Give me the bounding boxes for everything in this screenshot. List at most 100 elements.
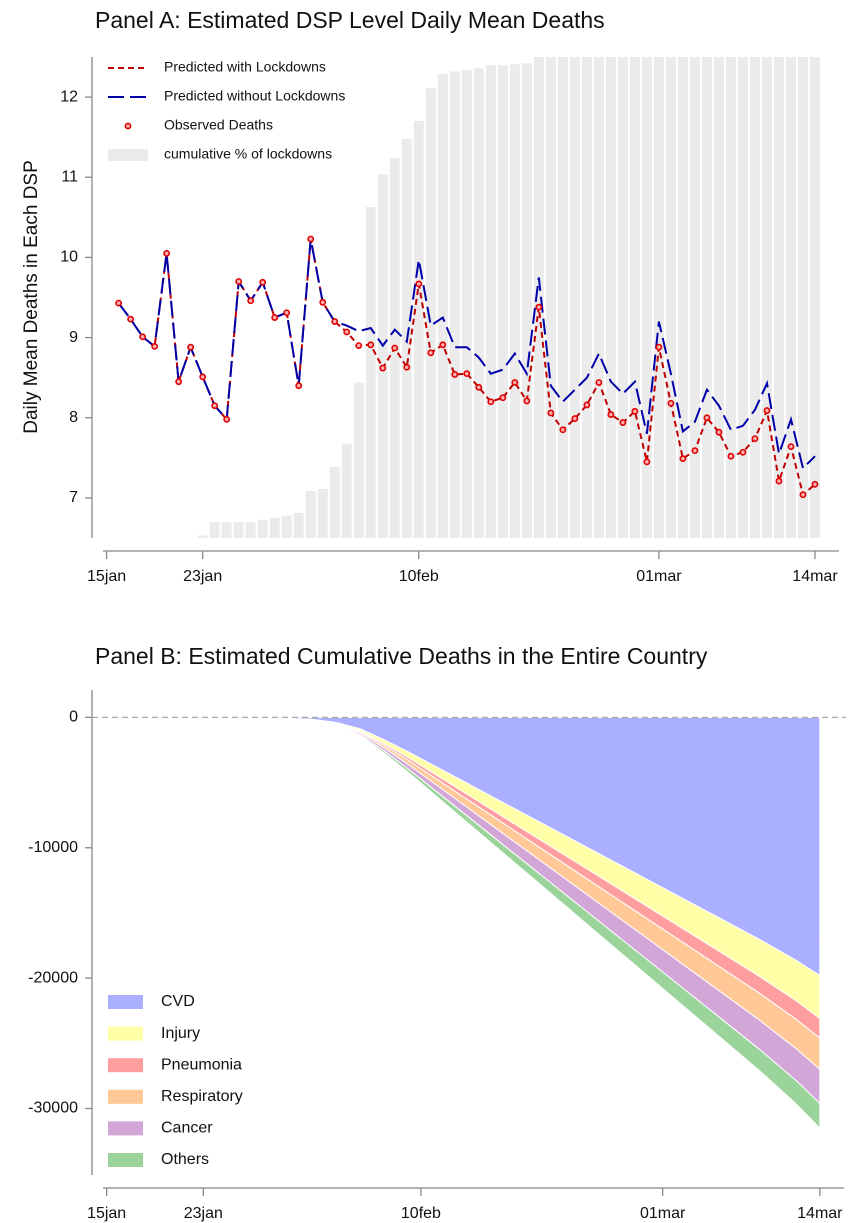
x-tick-label: 10feb bbox=[401, 1205, 441, 1222]
lockdown-bar bbox=[737, 57, 748, 538]
legend-label: cumulative % of lockdowns bbox=[164, 146, 332, 162]
observed-point bbox=[211, 402, 219, 410]
x-tick-label: 01mar bbox=[636, 568, 682, 585]
legend-label: Injury bbox=[161, 1025, 200, 1042]
observed-point bbox=[535, 303, 543, 311]
y-tick-label: 8 bbox=[69, 409, 78, 426]
observed-point bbox=[739, 448, 747, 456]
lockdown-bar bbox=[509, 64, 520, 538]
y-tick-label: 9 bbox=[69, 329, 78, 346]
lockdown-bar bbox=[233, 522, 244, 538]
observed-point bbox=[367, 341, 375, 349]
lockdown-bar bbox=[341, 443, 352, 538]
prediction-line bbox=[117, 238, 816, 497]
observed-point bbox=[583, 401, 591, 409]
observed-point bbox=[499, 394, 507, 402]
observed-point bbox=[379, 364, 387, 372]
lockdown-bar bbox=[569, 57, 580, 538]
observed-point bbox=[451, 371, 459, 378]
observed-point bbox=[703, 414, 711, 422]
observed-point bbox=[643, 458, 651, 466]
observed-point bbox=[247, 297, 255, 305]
x-tick-label: 15jan bbox=[87, 568, 126, 585]
legend-label: Predicted with Lockdowns bbox=[164, 59, 326, 75]
lockdown-bar bbox=[641, 57, 652, 538]
lockdown-bar bbox=[809, 57, 820, 538]
y-tick-label: -20000 bbox=[28, 969, 78, 986]
lockdown-bar bbox=[545, 57, 556, 538]
lockdown-bar bbox=[413, 120, 424, 539]
lockdown-bar bbox=[449, 71, 460, 539]
lockdown-bar bbox=[293, 512, 304, 538]
lockdown-bar bbox=[521, 63, 532, 539]
y-tick-label: -10000 bbox=[28, 839, 78, 856]
y-tick-label: 11 bbox=[61, 168, 78, 185]
x-tick-label: 01mar bbox=[640, 1205, 686, 1222]
lockdown-bar bbox=[713, 57, 724, 538]
lockdown-bar bbox=[581, 57, 592, 538]
lockdown-bar bbox=[653, 57, 664, 538]
legend-swatch bbox=[124, 122, 132, 130]
observed-point bbox=[259, 278, 267, 286]
observed-point bbox=[763, 407, 771, 414]
observed-point bbox=[343, 328, 351, 336]
lockdown-bar bbox=[497, 65, 508, 538]
lockdown-bar bbox=[209, 522, 220, 538]
observed-point bbox=[631, 407, 639, 415]
lockdown-bar bbox=[269, 517, 280, 538]
lockdown-bar bbox=[797, 57, 808, 538]
observed-point bbox=[115, 299, 123, 307]
observed-point bbox=[595, 379, 603, 386]
observed-point bbox=[655, 343, 663, 351]
lockdown-bar bbox=[665, 57, 676, 538]
observed-point bbox=[199, 373, 207, 381]
observed-point bbox=[487, 398, 495, 406]
legend-label: CVD bbox=[161, 993, 195, 1010]
lockdown-bar bbox=[353, 382, 364, 538]
observed-point bbox=[391, 344, 399, 352]
lockdown-bar bbox=[785, 57, 796, 538]
observed-point bbox=[175, 378, 183, 386]
observed-point bbox=[295, 382, 303, 390]
observed-point bbox=[139, 333, 147, 341]
x-tick-label: 23jan bbox=[184, 1205, 223, 1222]
observed-point bbox=[355, 342, 363, 349]
observed-point bbox=[235, 278, 243, 285]
y-axis-label: Daily Mean Deaths in Each DSP bbox=[21, 160, 42, 434]
observed-point bbox=[415, 280, 423, 288]
observed-point bbox=[691, 447, 699, 455]
observed-point bbox=[163, 250, 171, 257]
observed-point bbox=[475, 383, 483, 391]
area-5 bbox=[227, 716, 821, 1130]
lockdown-bar bbox=[689, 57, 700, 538]
lockdown-bar bbox=[473, 68, 484, 539]
lockdown-bar bbox=[677, 57, 688, 538]
observed-point bbox=[127, 315, 135, 323]
x-tick-label: 10feb bbox=[399, 568, 439, 585]
observed-point bbox=[403, 363, 411, 371]
x-tick-label: 14mar bbox=[797, 1205, 843, 1222]
lockdown-bar bbox=[365, 207, 376, 538]
legend-swatch bbox=[108, 1121, 143, 1136]
observed-point bbox=[223, 415, 231, 423]
lockdown-bar bbox=[461, 69, 472, 538]
y-tick-label: 0 bbox=[69, 709, 78, 726]
observed-point bbox=[187, 343, 195, 351]
lockdown-bar bbox=[221, 522, 232, 538]
legend-label: Observed Deaths bbox=[164, 117, 273, 133]
lockdown-bar bbox=[605, 57, 616, 538]
observed-point bbox=[547, 409, 555, 417]
legend-swatch bbox=[108, 995, 143, 1009]
observed-point bbox=[799, 491, 807, 499]
observed-point bbox=[523, 397, 531, 405]
lockdown-bar bbox=[725, 57, 736, 538]
observed-point bbox=[463, 370, 471, 378]
legend-label: Respiratory bbox=[161, 1088, 243, 1105]
prediction-line bbox=[117, 238, 816, 471]
lockdown-bar bbox=[305, 490, 316, 538]
lockdown-bar bbox=[329, 466, 340, 538]
lockdown-bar bbox=[245, 522, 256, 538]
x-tick-label: 23jan bbox=[183, 568, 222, 585]
lockdown-bar bbox=[617, 57, 628, 538]
legend-swatch bbox=[108, 1089, 143, 1104]
